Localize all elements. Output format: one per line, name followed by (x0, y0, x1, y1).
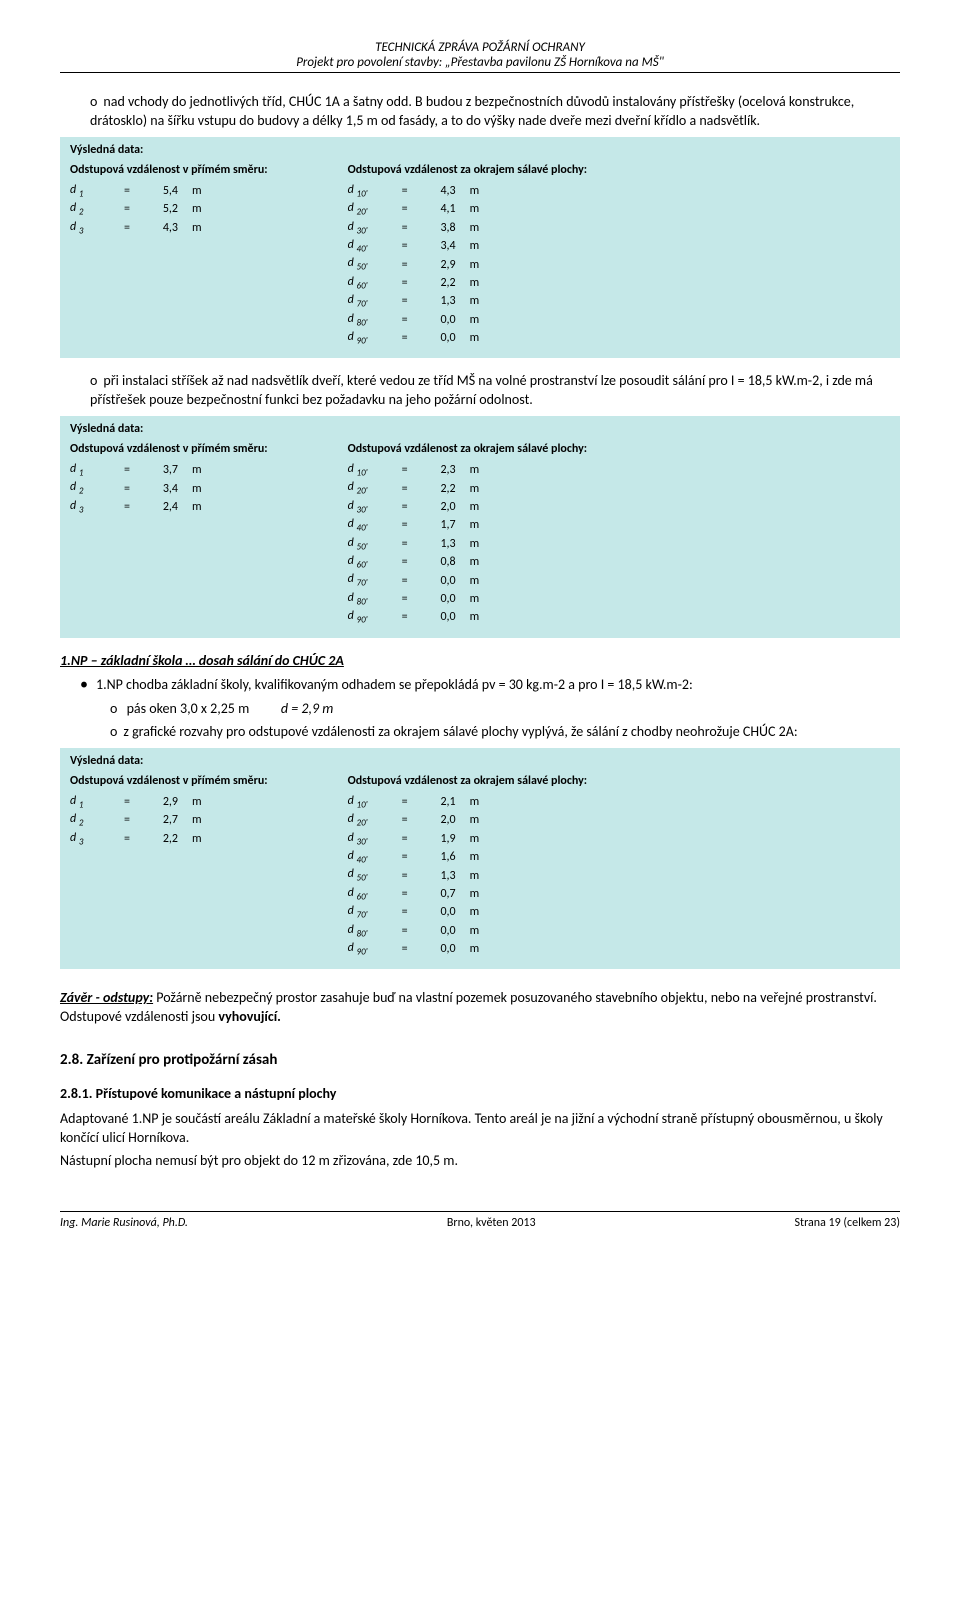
footer-left: Ing. Marie Rusinová, Ph.D. (60, 1216, 188, 1230)
pas-oken-text: pás oken 3,0 x 2,25 m (127, 700, 250, 717)
conclusion-label: Závěr - odstupy: (60, 989, 153, 1006)
data-table-2: Výsledná data:Odstupová vzdálenost v pří… (60, 416, 900, 638)
data-table-3: Výsledná data:Odstupová vzdálenost v pří… (60, 748, 900, 970)
header-line1: TECHNICKÁ ZPRÁVA POŽÁRNÍ OCHRANY (60, 40, 900, 55)
pas-oken-d: d = 2,9 m (281, 700, 333, 717)
heading-2-8: 2.8. Zařízení pro protipožární zásah (60, 1051, 900, 1069)
paragraph-2: při instalaci stříšek až nad nadsvětlík … (90, 372, 900, 410)
bullet-pas-oken: pás oken 3,0 x 2,25 m d = 2,9 m (110, 700, 900, 719)
page-header: TECHNICKÁ ZPRÁVA POŽÁRNÍ OCHRANY Projekt… (60, 40, 900, 73)
section-title-2a: 1.NP – základní škola … dosah sálání do … (60, 652, 900, 671)
paragraph-1: nad vchody do jednotlivých tříd, CHÚC 1A… (90, 93, 900, 131)
bullet-np-chodba: 1.NP chodba základní školy, kvalifikovan… (80, 674, 900, 696)
paragraph-3: Adaptované 1.NP je součástí areálu Zákla… (60, 1110, 900, 1148)
header-line2: Projekt pro povolení stavby: „Přestavba … (60, 55, 900, 70)
conclusion-text2: vyhovující. (218, 1008, 281, 1025)
bullet-graficka: z grafické rozvahy pro odstupové vzdálen… (110, 723, 900, 742)
paragraph-4: Nástupní plocha nemusí být pro objekt do… (60, 1152, 900, 1171)
heading-2-8-1: 2.8.1. Přístupové komunikace a nástupní … (60, 1085, 900, 1102)
page-footer: Ing. Marie Rusinová, Ph.D. Brno, květen … (60, 1211, 900, 1230)
data-table-1: Výsledná data:Odstupová vzdálenost v pří… (60, 137, 900, 359)
footer-center: Brno, květen 2013 (447, 1216, 536, 1230)
conclusion-text1: Požárně nebezpečný prostor zasahuje buď … (60, 989, 877, 1025)
conclusion: Závěr - odstupy: Požárně nebezpečný pros… (60, 989, 900, 1027)
footer-right: Strana 19 (celkem 23) (795, 1216, 900, 1230)
